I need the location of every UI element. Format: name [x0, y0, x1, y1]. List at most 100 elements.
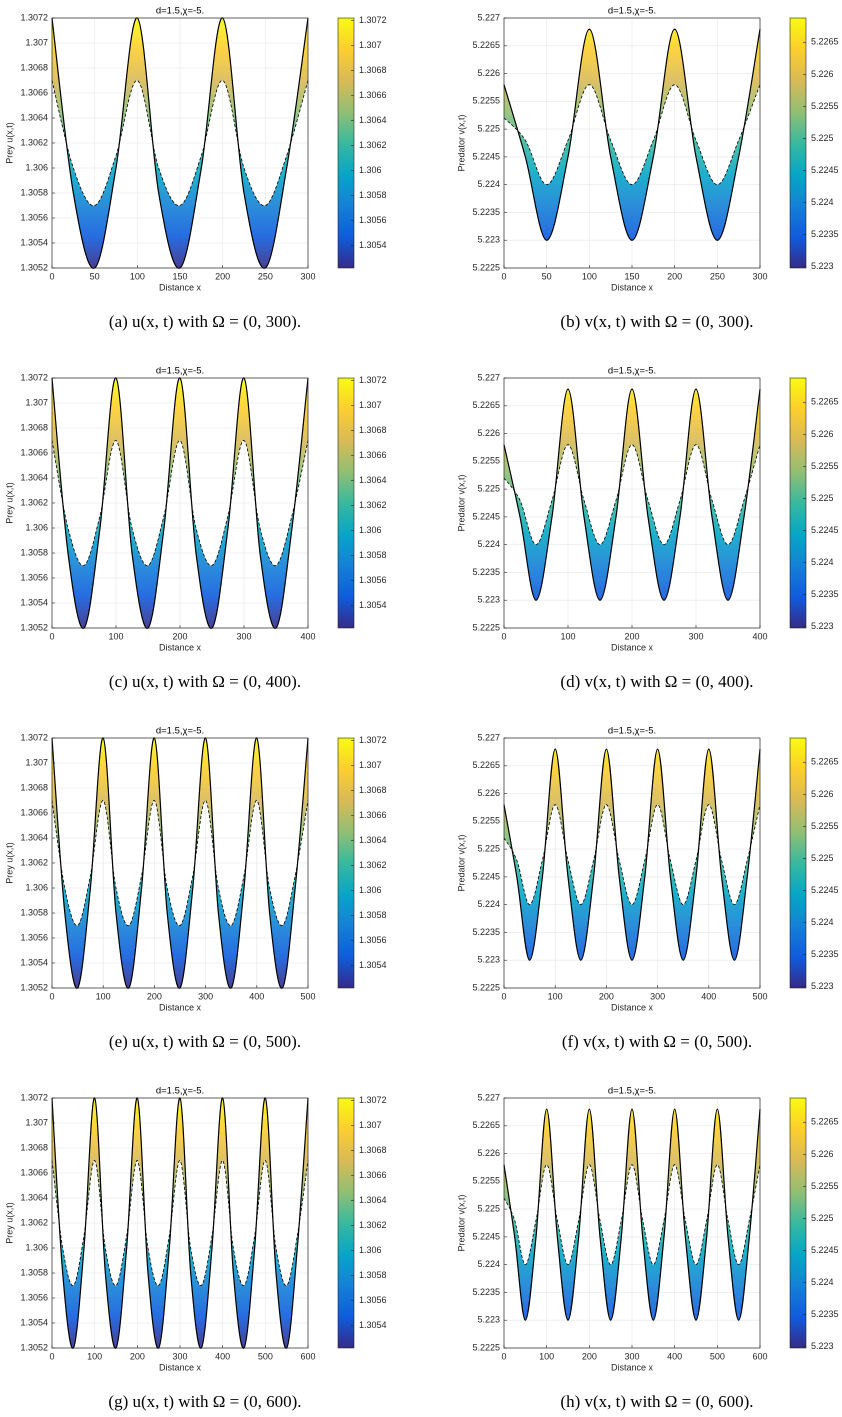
colorbar-tick-label: 1.3058	[359, 550, 387, 560]
colorbar	[337, 17, 355, 269]
caption: (d) v(x, t) with Ω = (0, 400).	[560, 672, 753, 691]
x-tick-label: 200	[147, 991, 162, 1001]
y-tick-label: 1.3056	[20, 932, 48, 942]
x-tick-label: 100	[108, 631, 123, 641]
colorbar-tick-label: 1.3054	[359, 600, 387, 610]
colorbar-tick-label: 1.3066	[359, 450, 387, 460]
y-tick-label: 5.227	[477, 1092, 500, 1102]
x-tick-label: 300	[198, 991, 213, 1001]
y-tick-label: 1.3058	[20, 187, 48, 197]
colorbar-tick-label: 5.225	[811, 493, 834, 503]
profile-line	[51, 1160, 309, 1286]
x-tick-label: 50	[90, 271, 100, 281]
x-tick-label: 300	[650, 991, 665, 1001]
x-tick-label: 200	[215, 271, 230, 281]
y-tick-label: 1.3054	[20, 597, 48, 607]
y-tick-label: 1.3066	[20, 87, 48, 97]
x-tick-label: 250	[258, 271, 273, 281]
x-tick-label: 0	[49, 631, 54, 641]
colorbar-tick-label: 1.3058	[359, 190, 387, 200]
y-tick-label: 1.3068	[20, 422, 48, 432]
colorbar-tick-label: 5.223	[811, 621, 834, 631]
colorbar-tick-label: 5.223	[811, 261, 834, 271]
x-tick-label: 200	[667, 271, 682, 281]
colorbar-tick-label: 5.2245	[811, 885, 839, 895]
x-tick-label: 400	[752, 631, 767, 641]
y-tick-label: 1.307	[25, 757, 48, 767]
y-tick-label: 5.226	[477, 68, 500, 78]
profile-line	[503, 1164, 761, 1266]
colorbar-tick-label: 1.3064	[359, 835, 387, 845]
colorbar-tick-label: 5.2235	[811, 229, 839, 239]
colorbar-tick-label: 1.307	[359, 760, 382, 770]
colorbar-tick-label: 5.2265	[811, 397, 839, 407]
surface	[504, 29, 760, 241]
chart-title: d=1.5,χ=-5.	[608, 726, 656, 737]
colorbar-tick-label: 1.3068	[359, 65, 387, 75]
y-axis-label: Predator v(x,t)	[456, 114, 466, 171]
y-tick-label: 5.2225	[472, 622, 500, 632]
y-tick-label: 1.3068	[20, 62, 48, 72]
y-tick-label: 5.223	[477, 955, 500, 965]
x-axis-label: Distance x	[611, 1362, 654, 1372]
x-axis-label: Distance x	[611, 1002, 654, 1012]
chart-title: d=1.5,χ=-5.	[156, 1086, 204, 1097]
x-tick-label: 100	[548, 991, 563, 1001]
axes-box	[503, 377, 761, 629]
y-tick-label: 5.227	[477, 12, 500, 22]
profile-line	[51, 80, 309, 206]
y-tick-label: 5.2265	[472, 40, 500, 50]
surface	[504, 749, 760, 961]
colorbar	[789, 377, 807, 629]
x-tick-label: 400	[701, 991, 716, 1001]
x-axis-label: Distance x	[159, 1002, 202, 1012]
colorbar-tick-label: 1.3054	[359, 240, 387, 250]
y-tick-label: 1.307	[25, 397, 48, 407]
y-tick-label: 5.2235	[472, 1287, 500, 1297]
y-tick-label: 5.223	[477, 235, 500, 245]
colorbar-tick-label: 1.3066	[359, 90, 387, 100]
x-tick-label: 300	[624, 1351, 639, 1361]
colorbar-tick-label: 1.3066	[359, 810, 387, 820]
y-tick-label: 5.225	[477, 123, 500, 133]
colorbar-tick-label: 1.3062	[359, 1220, 387, 1230]
y-tick-label: 5.226	[477, 428, 500, 438]
y-tick-label: 5.2225	[472, 982, 500, 992]
colorbar-tick-label: 5.225	[811, 853, 834, 863]
surface	[504, 1109, 760, 1321]
y-axis-label: Prey u(x,t)	[4, 1202, 14, 1244]
y-axis-label: Prey u(x,t)	[4, 122, 14, 164]
y-tick-label: 5.2235	[472, 567, 500, 577]
y-tick-label: 5.2225	[472, 262, 500, 272]
x-tick-label: 100	[130, 271, 145, 281]
y-tick-label: 5.2245	[472, 1231, 500, 1241]
y-tick-label: 1.3072	[20, 372, 48, 382]
x-tick-label: 0	[49, 991, 54, 1001]
x-tick-label: 0	[501, 1351, 506, 1361]
y-tick-label: 5.225	[477, 1203, 500, 1213]
colorbar-tick-label: 5.226	[811, 1149, 834, 1159]
caption: (h) v(x, t) with Ω = (0, 600).	[560, 1392, 753, 1411]
x-tick-label: 500	[258, 1351, 273, 1361]
y-tick-label: 1.3068	[20, 782, 48, 792]
y-tick-label: 1.3064	[20, 112, 48, 122]
y-tick-label: 5.2255	[472, 456, 500, 466]
axes-box	[51, 1097, 309, 1349]
y-tick-label: 1.3054	[20, 957, 48, 967]
y-axis-label: Prey u(x,t)	[4, 842, 14, 884]
colorbar-tick-label: 5.2245	[811, 165, 839, 175]
x-tick-label: 100	[560, 631, 575, 641]
colorbar-tick-label: 1.306	[359, 1245, 382, 1255]
colorbar-tick-label: 5.2245	[811, 1245, 839, 1255]
y-tick-label: 5.2235	[472, 207, 500, 217]
x-tick-label: 100	[96, 991, 111, 1001]
y-tick-label: 5.226	[477, 788, 500, 798]
y-tick-label: 1.307	[25, 1117, 48, 1127]
y-tick-label: 5.2255	[472, 816, 500, 826]
x-axis-label: Distance x	[611, 642, 654, 652]
colorbar-tick-label: 1.3062	[359, 860, 387, 870]
colorbar-tick-label: 1.3068	[359, 425, 387, 435]
colorbar-tick-label: 5.225	[811, 1213, 834, 1223]
axes-box	[51, 17, 309, 269]
